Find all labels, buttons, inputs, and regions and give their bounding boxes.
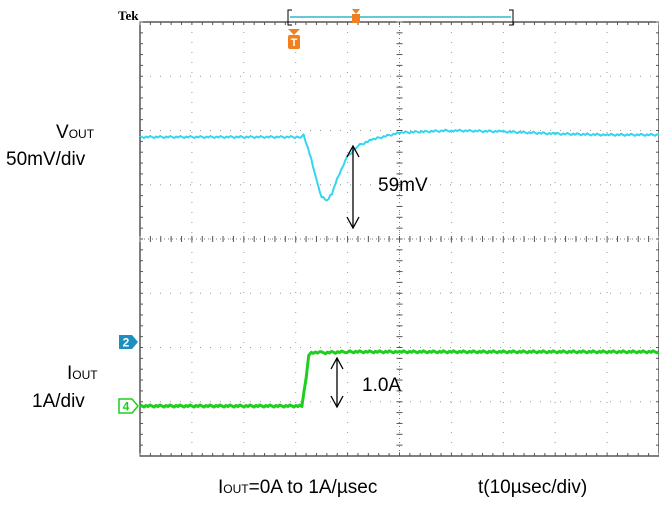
step-annotation: 1.0A [362, 375, 402, 396]
iout-scale: 1A/div [32, 391, 85, 412]
iout-label-main: I [67, 363, 73, 384]
markers: T 2 4 [118, 9, 514, 414]
iout-label: IOUT [67, 364, 98, 383]
trigger-marker-text: T [291, 37, 298, 49]
step-arrow-head-top [330, 356, 344, 370]
channel-4-label: 4 [123, 400, 130, 414]
bottom-condition-rest: =0A to 1A/µsec [248, 477, 378, 498]
channel-4-marker [118, 398, 139, 414]
bottom-condition: IOUT=0A to 1A/µsec [218, 478, 377, 497]
iout-label-sub: OUT [72, 368, 98, 382]
record-bar-left-bracket [287, 9, 292, 26]
channel-2-marker [119, 335, 138, 349]
bottom-condition-main: I [218, 477, 224, 498]
trigger-arrow-icon [288, 29, 300, 35]
vout-label-sub: OUT [68, 127, 95, 141]
dip-arrow-head-top [346, 144, 360, 158]
annotation-arrows [330, 144, 360, 409]
traces [139, 128, 659, 409]
vout-trace [139, 128, 659, 202]
graticule [139, 21, 659, 456]
trigger-marker-box [288, 35, 300, 49]
step-arrow-head-bottom [330, 395, 344, 409]
vout-label: VOUT [56, 123, 94, 142]
dip-arrow-head-bottom [346, 216, 360, 230]
brand-logo: Tek [118, 8, 139, 23]
record-bar-right-bracket [509, 9, 514, 26]
record-marker-icon [352, 9, 360, 14]
iout-trace [139, 349, 659, 409]
bottom-condition-sub: OUT [223, 482, 249, 496]
vout-scale: 50mV/div [6, 149, 86, 170]
dip-annotation: 59mV [378, 175, 428, 196]
bottom-time-label: t(10µsec/div) [478, 477, 588, 498]
channel-2-label: 2 [123, 336, 130, 350]
record-marker-box [352, 14, 360, 23]
vout-label-main: V [56, 122, 69, 143]
